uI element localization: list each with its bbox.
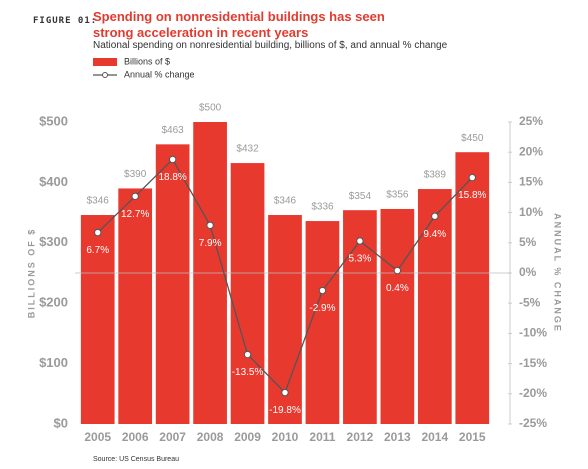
y2-tick-label: 25% [519,114,543,128]
line-value-label: 5.3% [349,254,372,265]
line-value-label: 6.7% [86,245,109,256]
legend-label: Billions of $ [124,56,170,66]
legend-label: Annual % change [124,69,195,79]
y2-tick-label: 0% [519,265,537,279]
line-value-label: -2.9% [309,303,335,314]
y2-tick-label: 20% [519,144,543,158]
line-point [356,237,364,245]
source: Source: US Census Bureau [93,456,179,463]
y2-tick-label: -10% [519,326,547,340]
line-point [393,266,402,275]
y2-tick-label: 10% [519,205,543,219]
y-tick-label: $0 [54,415,68,430]
line-value-label: -13.5% [232,367,264,378]
x-tick-label: 2011 [309,430,335,444]
x-tick-label: 2014 [421,430,448,444]
x-tick-label: 2013 [384,430,411,444]
bar-value-label: $356 [386,190,409,201]
bar [417,189,452,424]
bar-value-label: $450 [461,133,484,144]
line-point [318,286,327,295]
bar-value-label: $336 [311,202,334,213]
legend-swatch [102,72,108,78]
line-point [431,212,439,220]
x-tick-label: 2009 [234,430,261,444]
line-point [281,388,289,397]
x-tick-label: 2015 [459,430,486,444]
line-value-label: 12.7% [121,209,149,220]
line-point [94,228,102,237]
bar-value-label: $390 [124,169,147,180]
y2-tick-label: -15% [519,356,547,370]
line-value-label: 15.8% [458,190,486,201]
bar-value-label: $346 [87,196,110,207]
bar [230,163,265,424]
chart-title: Spending on nonresidential buildings has… [93,9,385,40]
line-value-label: -19.8% [269,405,301,416]
x-tick-label: 2008 [197,430,224,444]
y2-tick-label: -20% [519,386,547,400]
line-point [206,221,214,229]
line-value-label: 9.4% [423,229,446,240]
bar [155,144,190,424]
line-point [243,350,252,359]
x-tick-label: 2006 [122,430,149,444]
line-point [131,192,139,200]
y-tick-label: $400 [39,174,68,189]
line-point [168,155,177,164]
line-value-label: 0.4% [386,283,409,294]
y2-tick-label: -5% [519,295,541,309]
y-tick-label: $300 [39,234,68,249]
y2-tick-label: 15% [519,175,543,189]
chart-subtitle: National spending on nonresidential buil… [93,40,448,51]
bar-value-label: $346 [274,196,297,207]
line-point [468,173,476,182]
bar-value-label: $432 [236,144,259,155]
x-tick-label: 2012 [347,430,374,444]
legend-swatch [93,58,117,66]
y-tick-label: $100 [39,355,68,370]
y2-tick-label: -25% [519,416,547,430]
y-tick-label: $200 [39,295,68,310]
bar-value-label: $500 [199,103,222,114]
y2-axis-title: ANNUAL % CHANGE [553,213,563,333]
bar [380,208,415,424]
bar [80,215,115,424]
bar [455,152,490,424]
bar [118,188,153,424]
line-value-label: 18.8% [158,172,186,183]
figure-label: FIGURE 01: [33,16,98,26]
y2-tick-label: 5% [519,235,537,249]
x-tick-label: 2005 [84,430,111,444]
bar-value-label: $389 [424,170,447,181]
x-tick-label: 2007 [159,430,186,444]
y-tick-label: $500 [39,113,68,128]
bar [343,210,377,424]
bar-value-label: $463 [162,125,185,136]
x-tick-label: 2010 [272,430,299,444]
bar-value-label: $354 [349,191,372,202]
y-axis-title: BILLIONS OF $ [26,228,36,319]
line-value-label: 7.9% [199,238,222,249]
